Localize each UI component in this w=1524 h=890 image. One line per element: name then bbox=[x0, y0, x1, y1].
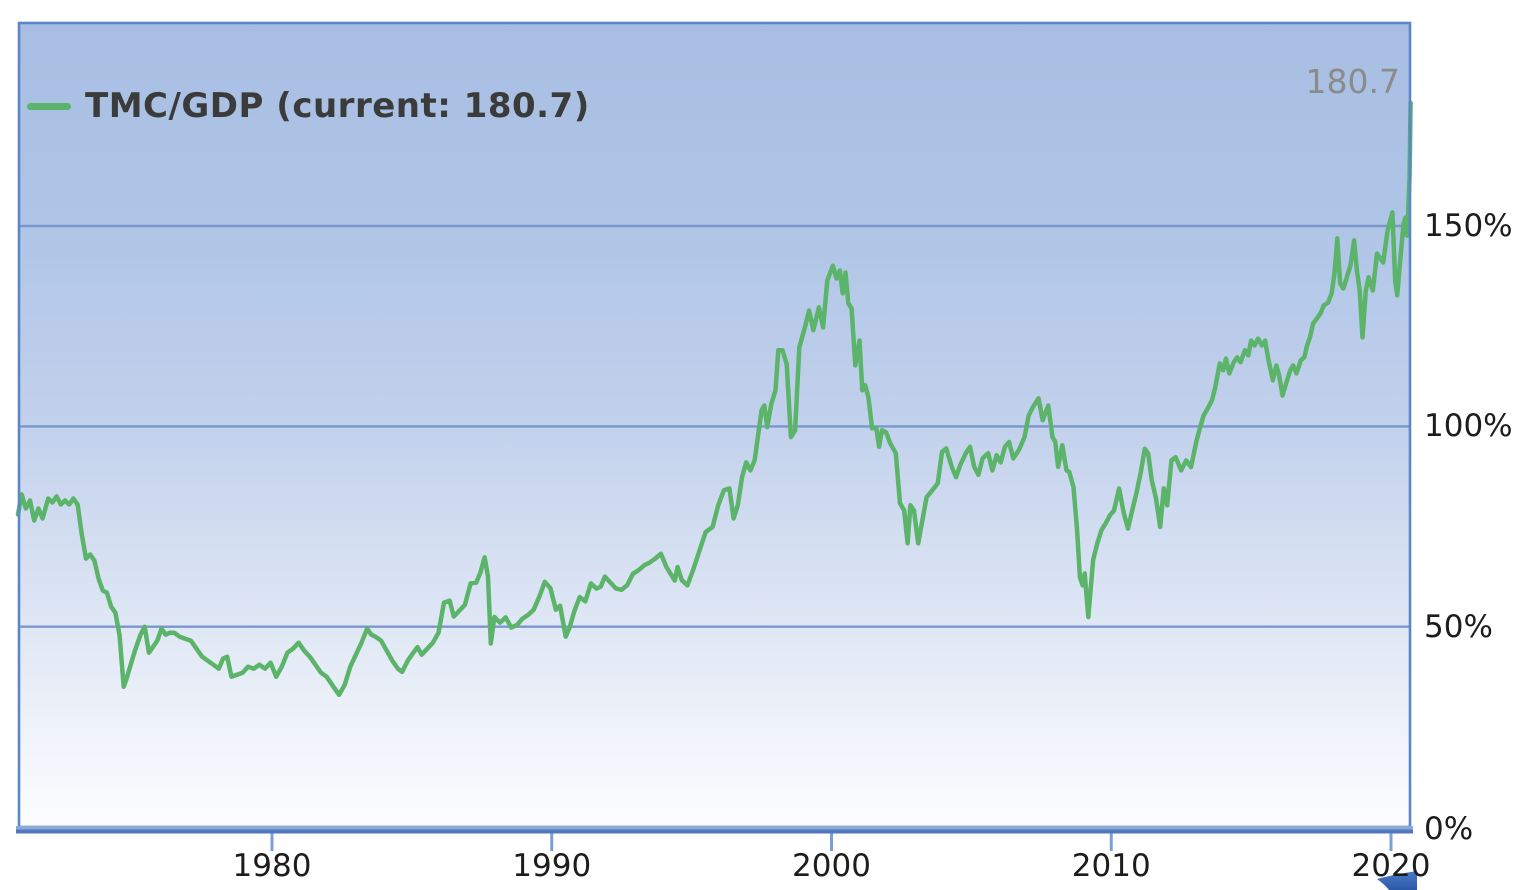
x-axis-ticks bbox=[270, 833, 1393, 851]
y-axis-label-50: 50% bbox=[1424, 609, 1493, 645]
legend-line-swatch bbox=[27, 102, 71, 110]
mouse-cursor-icon bbox=[1377, 871, 1417, 890]
plot-background bbox=[18, 22, 1411, 827]
x-axis-label-2000: 2000 bbox=[792, 848, 871, 884]
legend-label: TMC/GDP (current: 180.7) bbox=[85, 86, 590, 126]
x-axis-label-2010: 2010 bbox=[1071, 848, 1151, 884]
y-axis-label-0: 0% bbox=[1424, 811, 1474, 847]
y-axis-label-100: 100% bbox=[1424, 408, 1513, 444]
tmc-gdp-line[interactable] bbox=[15, 100, 1413, 698]
x-axis-label-1990: 1990 bbox=[512, 848, 592, 884]
x-axis-label-2020: 2020 bbox=[1351, 848, 1431, 884]
x-axis-bar-light bbox=[16, 826, 1413, 830]
y-axis-label-150: 150% bbox=[1424, 208, 1513, 244]
legend-item-tmc-gdp[interactable]: TMC/GDP (current: 180.7) bbox=[27, 86, 590, 126]
x-axis-label-1980: 1980 bbox=[232, 848, 312, 884]
gridlines bbox=[18, 224, 1411, 628]
current-value-annotation: 180.7 bbox=[1305, 62, 1400, 101]
x-axis-bar-dark bbox=[16, 829, 1413, 834]
